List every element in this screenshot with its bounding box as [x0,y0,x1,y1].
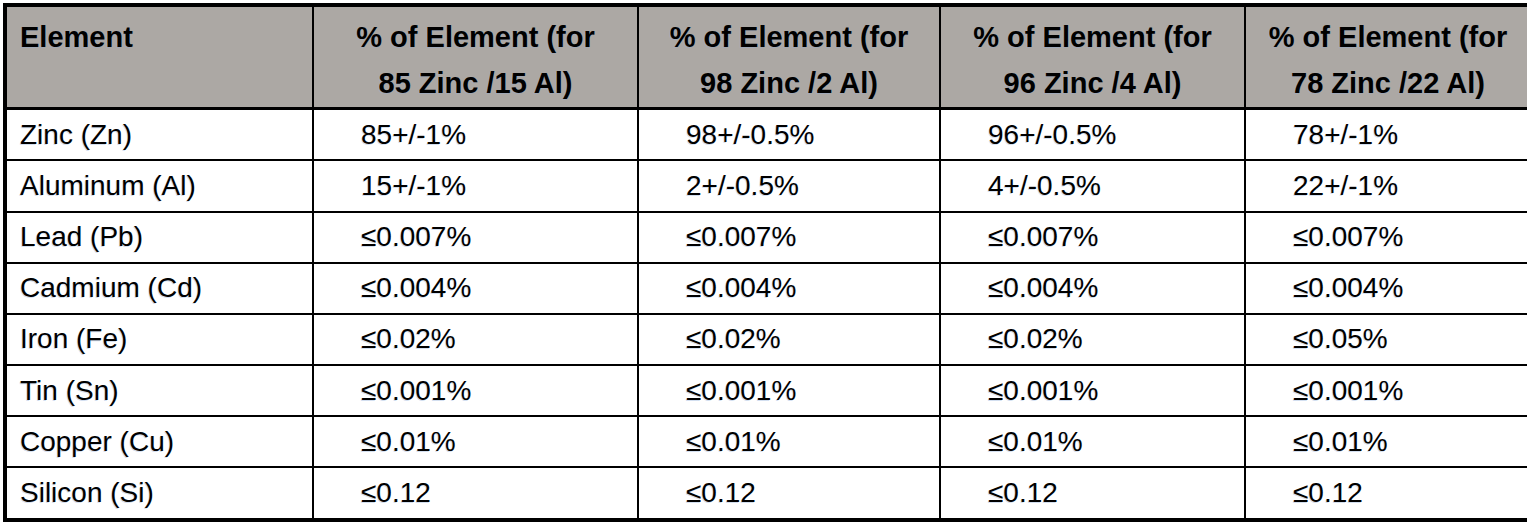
column-header-alloy-85-15: % of Element (for 85 Zinc /15 Al) [313,5,638,109]
header-line-1: % of Element (for [1247,14,1527,60]
element-value-cell: ≤0.01% [638,416,940,467]
element-value-cell: ≤0.007% [1245,212,1527,263]
element-name-cell: Silicon (Si) [5,467,313,520]
header-line-1: % of Element (for [315,14,636,60]
header-line-2: 85 Zinc /15 Al) [315,60,636,106]
element-value-cell: 98+/-0.5% [638,109,940,161]
table-row-tin: Tin (Sn) ≤0.001% ≤0.001% ≤0.001% ≤0.001% [5,365,1527,416]
element-value-cell: ≤0.01% [940,416,1245,467]
table-body: Zinc (Zn) 85+/-1% 98+/-0.5% 96+/-0.5% 78… [5,109,1527,521]
header-line-2: 78 Zinc /22 Al) [1247,60,1527,106]
element-name-cell: Zinc (Zn) [5,109,313,161]
table-row-copper: Copper (Cu) ≤0.01% ≤0.01% ≤0.01% ≤0.01% [5,416,1527,467]
header-line-1: % of Element (for [942,14,1243,60]
element-value-cell: ≤0.007% [940,212,1245,263]
table-row-aluminum: Aluminum (Al) 15+/-1% 2+/-0.5% 4+/-0.5% … [5,160,1527,211]
element-value-cell: 78+/-1% [1245,109,1527,161]
header-line-2: 98 Zinc /2 Al) [640,60,938,106]
element-value-cell: ≤0.02% [940,314,1245,365]
document-page: Element % of Element (for 85 Zinc /15 Al… [0,0,1527,525]
element-value-cell: 22+/-1% [1245,160,1527,211]
column-header-element: Element [5,5,313,109]
element-value-cell: 96+/-0.5% [940,109,1245,161]
table-row-iron: Iron (Fe) ≤0.02% ≤0.02% ≤0.02% ≤0.05% [5,314,1527,365]
element-value-cell: 2+/-0.5% [638,160,940,211]
table-row-zinc: Zinc (Zn) 85+/-1% 98+/-0.5% 96+/-0.5% 78… [5,109,1527,161]
header-row: Element % of Element (for 85 Zinc /15 Al… [5,5,1527,109]
element-value-cell: ≤0.02% [638,314,940,365]
table-row-cadmium: Cadmium (Cd) ≤0.004% ≤0.004% ≤0.004% ≤0.… [5,263,1527,314]
element-value-cell: ≤0.004% [940,263,1245,314]
table-row-silicon: Silicon (Si) ≤0.12 ≤0.12 ≤0.12 ≤0.12 [5,467,1527,520]
element-value-cell: ≤0.007% [313,212,638,263]
element-name-cell: Aluminum (Al) [5,160,313,211]
element-value-cell: 85+/-1% [313,109,638,161]
header-line-1: % of Element (for [640,14,938,60]
element-value-cell: ≤0.12 [638,467,940,520]
element-value-cell: 15+/-1% [313,160,638,211]
element-value-cell: ≤0.01% [313,416,638,467]
element-name-cell: Tin (Sn) [5,365,313,416]
element-name-cell: Copper (Cu) [5,416,313,467]
element-value-cell: ≤0.12 [313,467,638,520]
element-value-cell: ≤0.004% [638,263,940,314]
element-composition-table: Element % of Element (for 85 Zinc /15 Al… [3,3,1527,522]
element-value-cell: ≤0.001% [1245,365,1527,416]
element-name-cell: Cadmium (Cd) [5,263,313,314]
element-value-cell: ≤0.02% [313,314,638,365]
element-value-cell: ≤0.001% [313,365,638,416]
element-value-cell: 4+/-0.5% [940,160,1245,211]
table-header: Element % of Element (for 85 Zinc /15 Al… [5,5,1527,109]
element-value-cell: ≤0.001% [638,365,940,416]
header-line-2: 96 Zinc /4 Al) [942,60,1243,106]
element-value-cell: ≤0.001% [940,365,1245,416]
element-value-cell: ≤0.004% [313,263,638,314]
element-value-cell: ≤0.007% [638,212,940,263]
column-header-alloy-78-22: % of Element (for 78 Zinc /22 Al) [1245,5,1527,109]
column-header-alloy-98-2: % of Element (for 98 Zinc /2 Al) [638,5,940,109]
element-value-cell: ≤0.05% [1245,314,1527,365]
element-value-cell: ≤0.12 [940,467,1245,520]
column-header-alloy-96-4: % of Element (for 96 Zinc /4 Al) [940,5,1245,109]
element-value-cell: ≤0.004% [1245,263,1527,314]
table-row-lead: Lead (Pb) ≤0.007% ≤0.007% ≤0.007% ≤0.007… [5,212,1527,263]
element-name-cell: Iron (Fe) [5,314,313,365]
element-name-cell: Lead (Pb) [5,212,313,263]
element-value-cell: ≤0.01% [1245,416,1527,467]
element-value-cell: ≤0.12 [1245,467,1527,520]
